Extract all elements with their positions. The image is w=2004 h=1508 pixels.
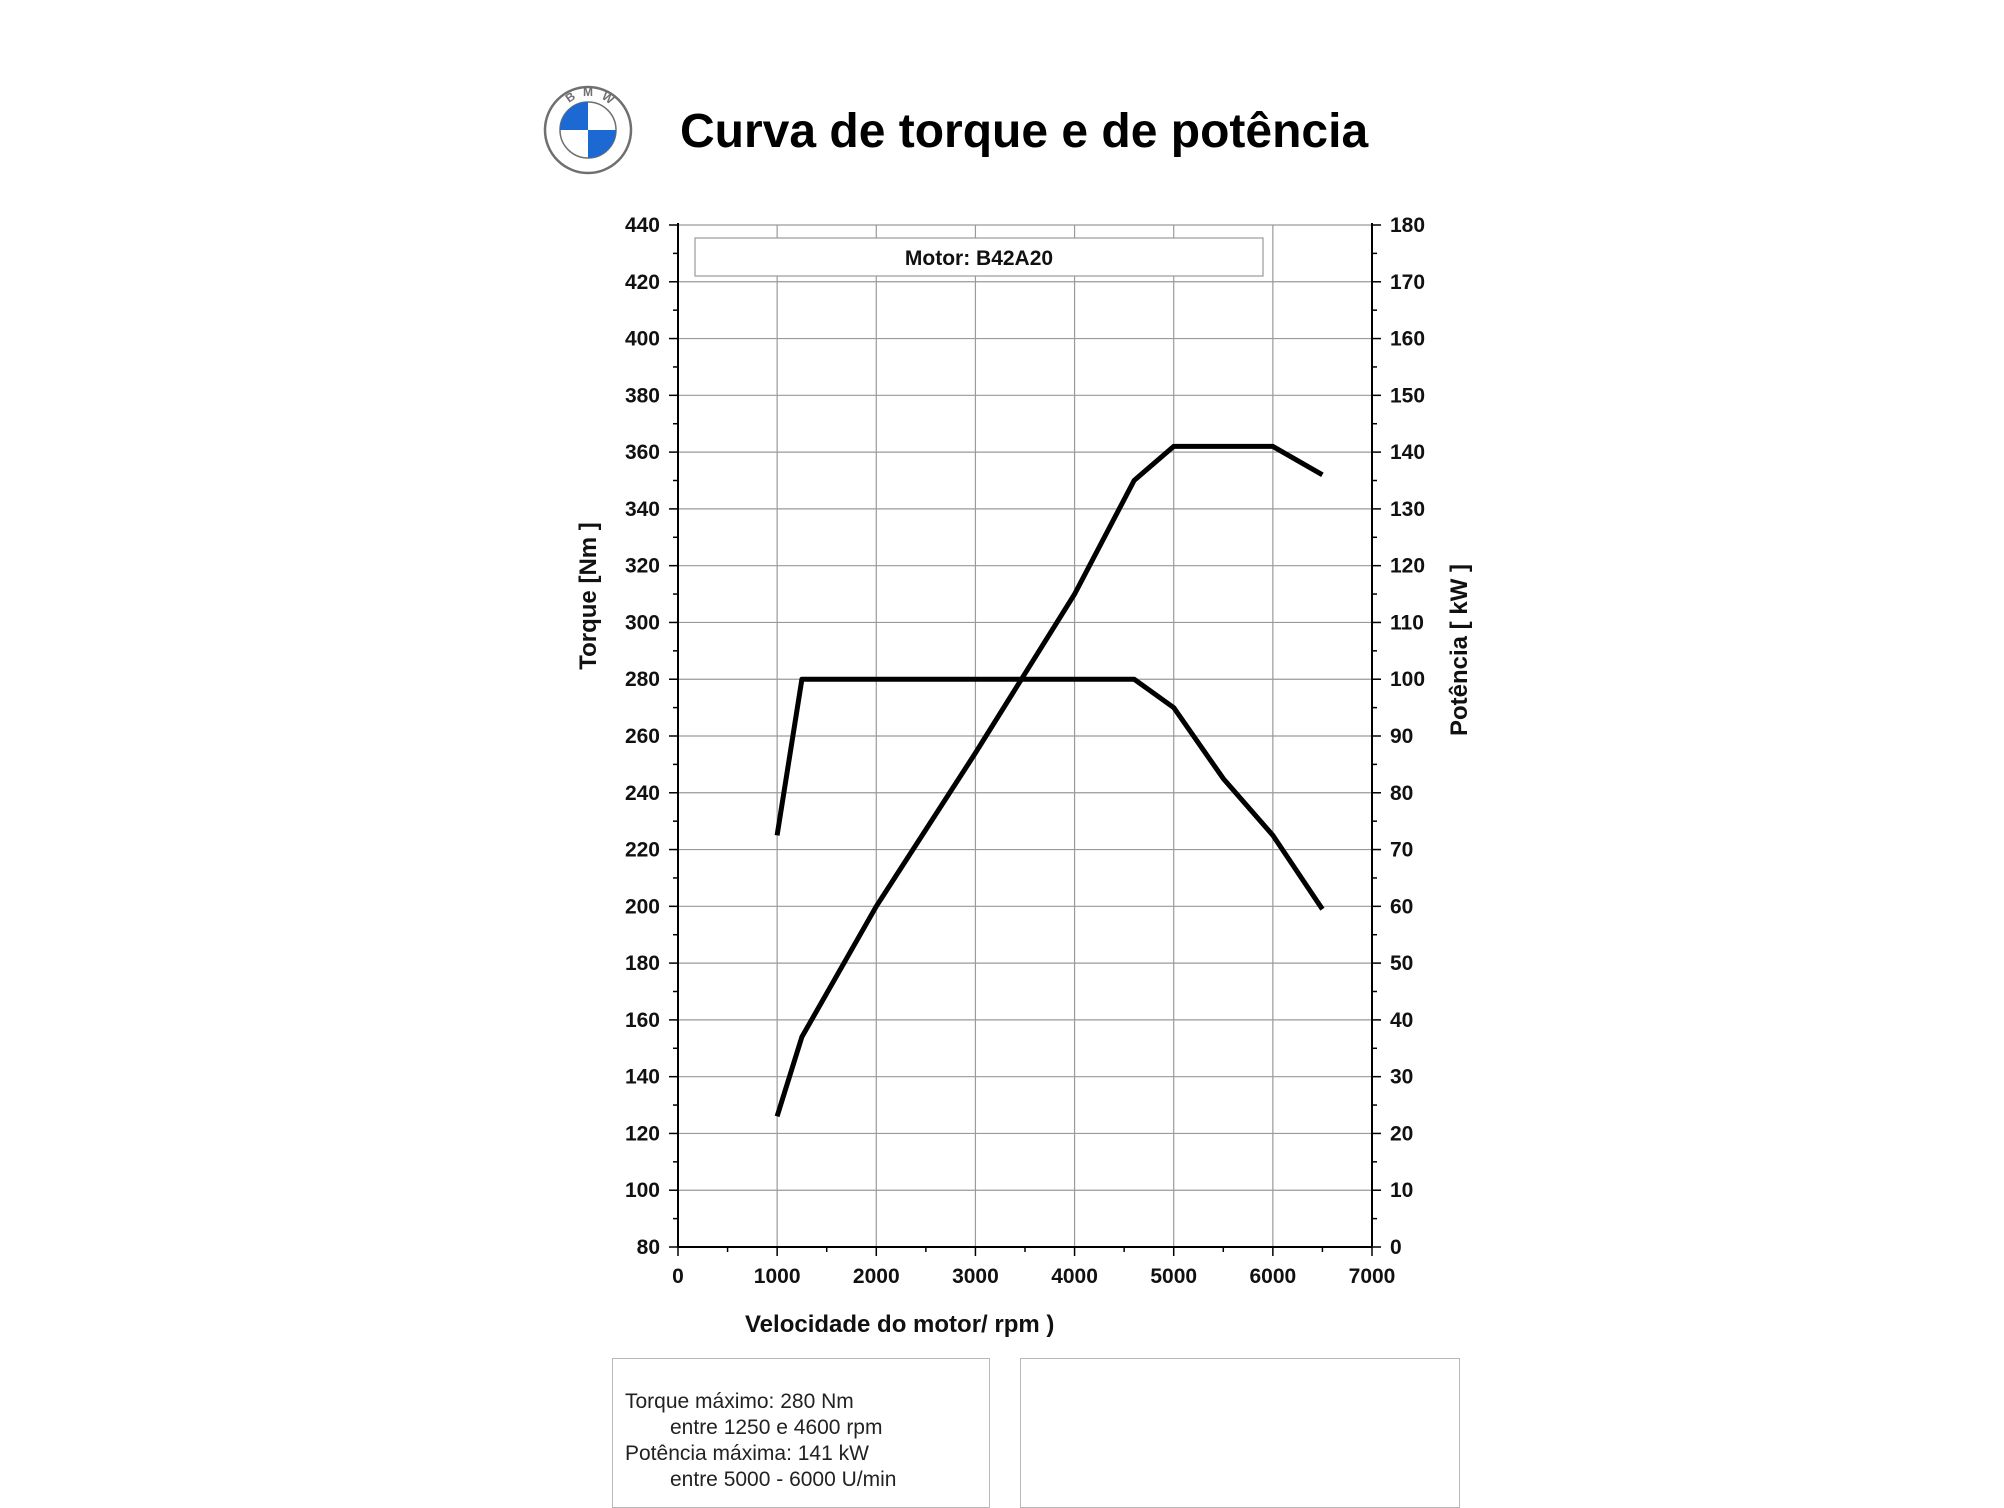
y-right-tick-label: 80 bbox=[1390, 782, 1413, 805]
y-right-tick-label: 170 bbox=[1390, 271, 1425, 294]
y-left-tick-label: 180 bbox=[625, 952, 660, 975]
x-tick-label: 3000 bbox=[952, 1265, 999, 1288]
y-left-tick-label: 160 bbox=[625, 1009, 660, 1032]
y-left-tick-label: 300 bbox=[625, 611, 660, 634]
y-left-tick-label: 360 bbox=[625, 441, 660, 464]
y-left-tick-label: 240 bbox=[625, 782, 660, 805]
y-right-tick-label: 130 bbox=[1390, 498, 1425, 521]
motor-label-box bbox=[694, 237, 1264, 277]
y-left-tick-label: 260 bbox=[625, 725, 660, 748]
bmw-logo: B M W bbox=[543, 85, 633, 175]
x-tick-label: 1000 bbox=[754, 1265, 801, 1288]
y-left-tick-label: 440 bbox=[625, 214, 660, 237]
y-left-tick-label: 380 bbox=[625, 384, 660, 407]
y-right-tick-label: 30 bbox=[1390, 1066, 1413, 1089]
empty-info-box bbox=[1020, 1358, 1460, 1508]
x-tick-label: 5000 bbox=[1150, 1265, 1197, 1288]
y-right-tick-label: 10 bbox=[1390, 1179, 1413, 1202]
y-left-tick-label: 120 bbox=[625, 1122, 660, 1145]
torque-curve-line bbox=[774, 676, 1325, 911]
y-right-tick-label: 90 bbox=[1390, 725, 1413, 748]
motor-label: Motor: B42A20 bbox=[905, 247, 1053, 270]
y-left-tick-label: 140 bbox=[625, 1066, 660, 1089]
y-left-tick-label: 220 bbox=[625, 839, 660, 862]
specs-box: Torque máximo: 280 Nm entre 1250 e 4600 … bbox=[612, 1358, 990, 1508]
y-left-tick-label: 280 bbox=[625, 668, 660, 691]
y-left-tick-label: 100 bbox=[625, 1179, 660, 1202]
y-right-tick-label: 20 bbox=[1390, 1122, 1413, 1145]
x-tick-label: 7000 bbox=[1349, 1265, 1396, 1288]
max-power-text: Potência máxima: 141 kW bbox=[625, 1442, 869, 1465]
y-right-tick-label: 140 bbox=[1390, 441, 1425, 464]
svg-text:M: M bbox=[583, 85, 593, 99]
y-left-tick-label: 80 bbox=[637, 1236, 660, 1259]
y-right-tick-label: 120 bbox=[1390, 555, 1425, 578]
y-right-tick-label: 180 bbox=[1390, 214, 1425, 237]
y-right-tick-label: 60 bbox=[1390, 895, 1413, 918]
power-range-text: entre 5000 - 6000 U/min bbox=[670, 1468, 897, 1491]
y-right-tick-label: 40 bbox=[1390, 1009, 1413, 1032]
y-right-tick-label: 110 bbox=[1390, 611, 1424, 634]
y-right-tick-label: 50 bbox=[1390, 952, 1413, 975]
torque-range-text: entre 1250 e 4600 rpm bbox=[670, 1416, 883, 1439]
x-tick-label: 0 bbox=[672, 1265, 684, 1288]
y-left-tick-label: 320 bbox=[625, 555, 660, 578]
x-tick-label: 4000 bbox=[1051, 1265, 1098, 1288]
y-right-tick-label: 100 bbox=[1390, 668, 1425, 691]
y-left-tick-label: 340 bbox=[625, 498, 660, 521]
y-right-tick-label: 70 bbox=[1390, 839, 1413, 862]
max-torque-text: Torque máximo: 280 Nm bbox=[625, 1390, 854, 1413]
y-right-tick-label: 160 bbox=[1390, 328, 1425, 351]
y-left-tick-label: 200 bbox=[625, 895, 660, 918]
x-axis-title: Velocidade do motor/ rpm ) bbox=[745, 1311, 1054, 1338]
y-right-tick-label: 0 bbox=[1390, 1236, 1402, 1259]
y-right-axis-title: Potência [ kW ] bbox=[1446, 564, 1473, 736]
x-tick-label: 2000 bbox=[853, 1265, 900, 1288]
y-left-tick-label: 400 bbox=[625, 328, 660, 351]
y-left-axis-title: Torque [Nm ] bbox=[575, 522, 602, 670]
page-title: Curva de torque e de potência bbox=[680, 105, 1369, 158]
power-curve-line bbox=[774, 443, 1324, 1118]
x-tick-label: 6000 bbox=[1249, 1265, 1296, 1288]
y-left-tick-label: 420 bbox=[625, 271, 660, 294]
y-right-tick-label: 150 bbox=[1390, 384, 1425, 407]
